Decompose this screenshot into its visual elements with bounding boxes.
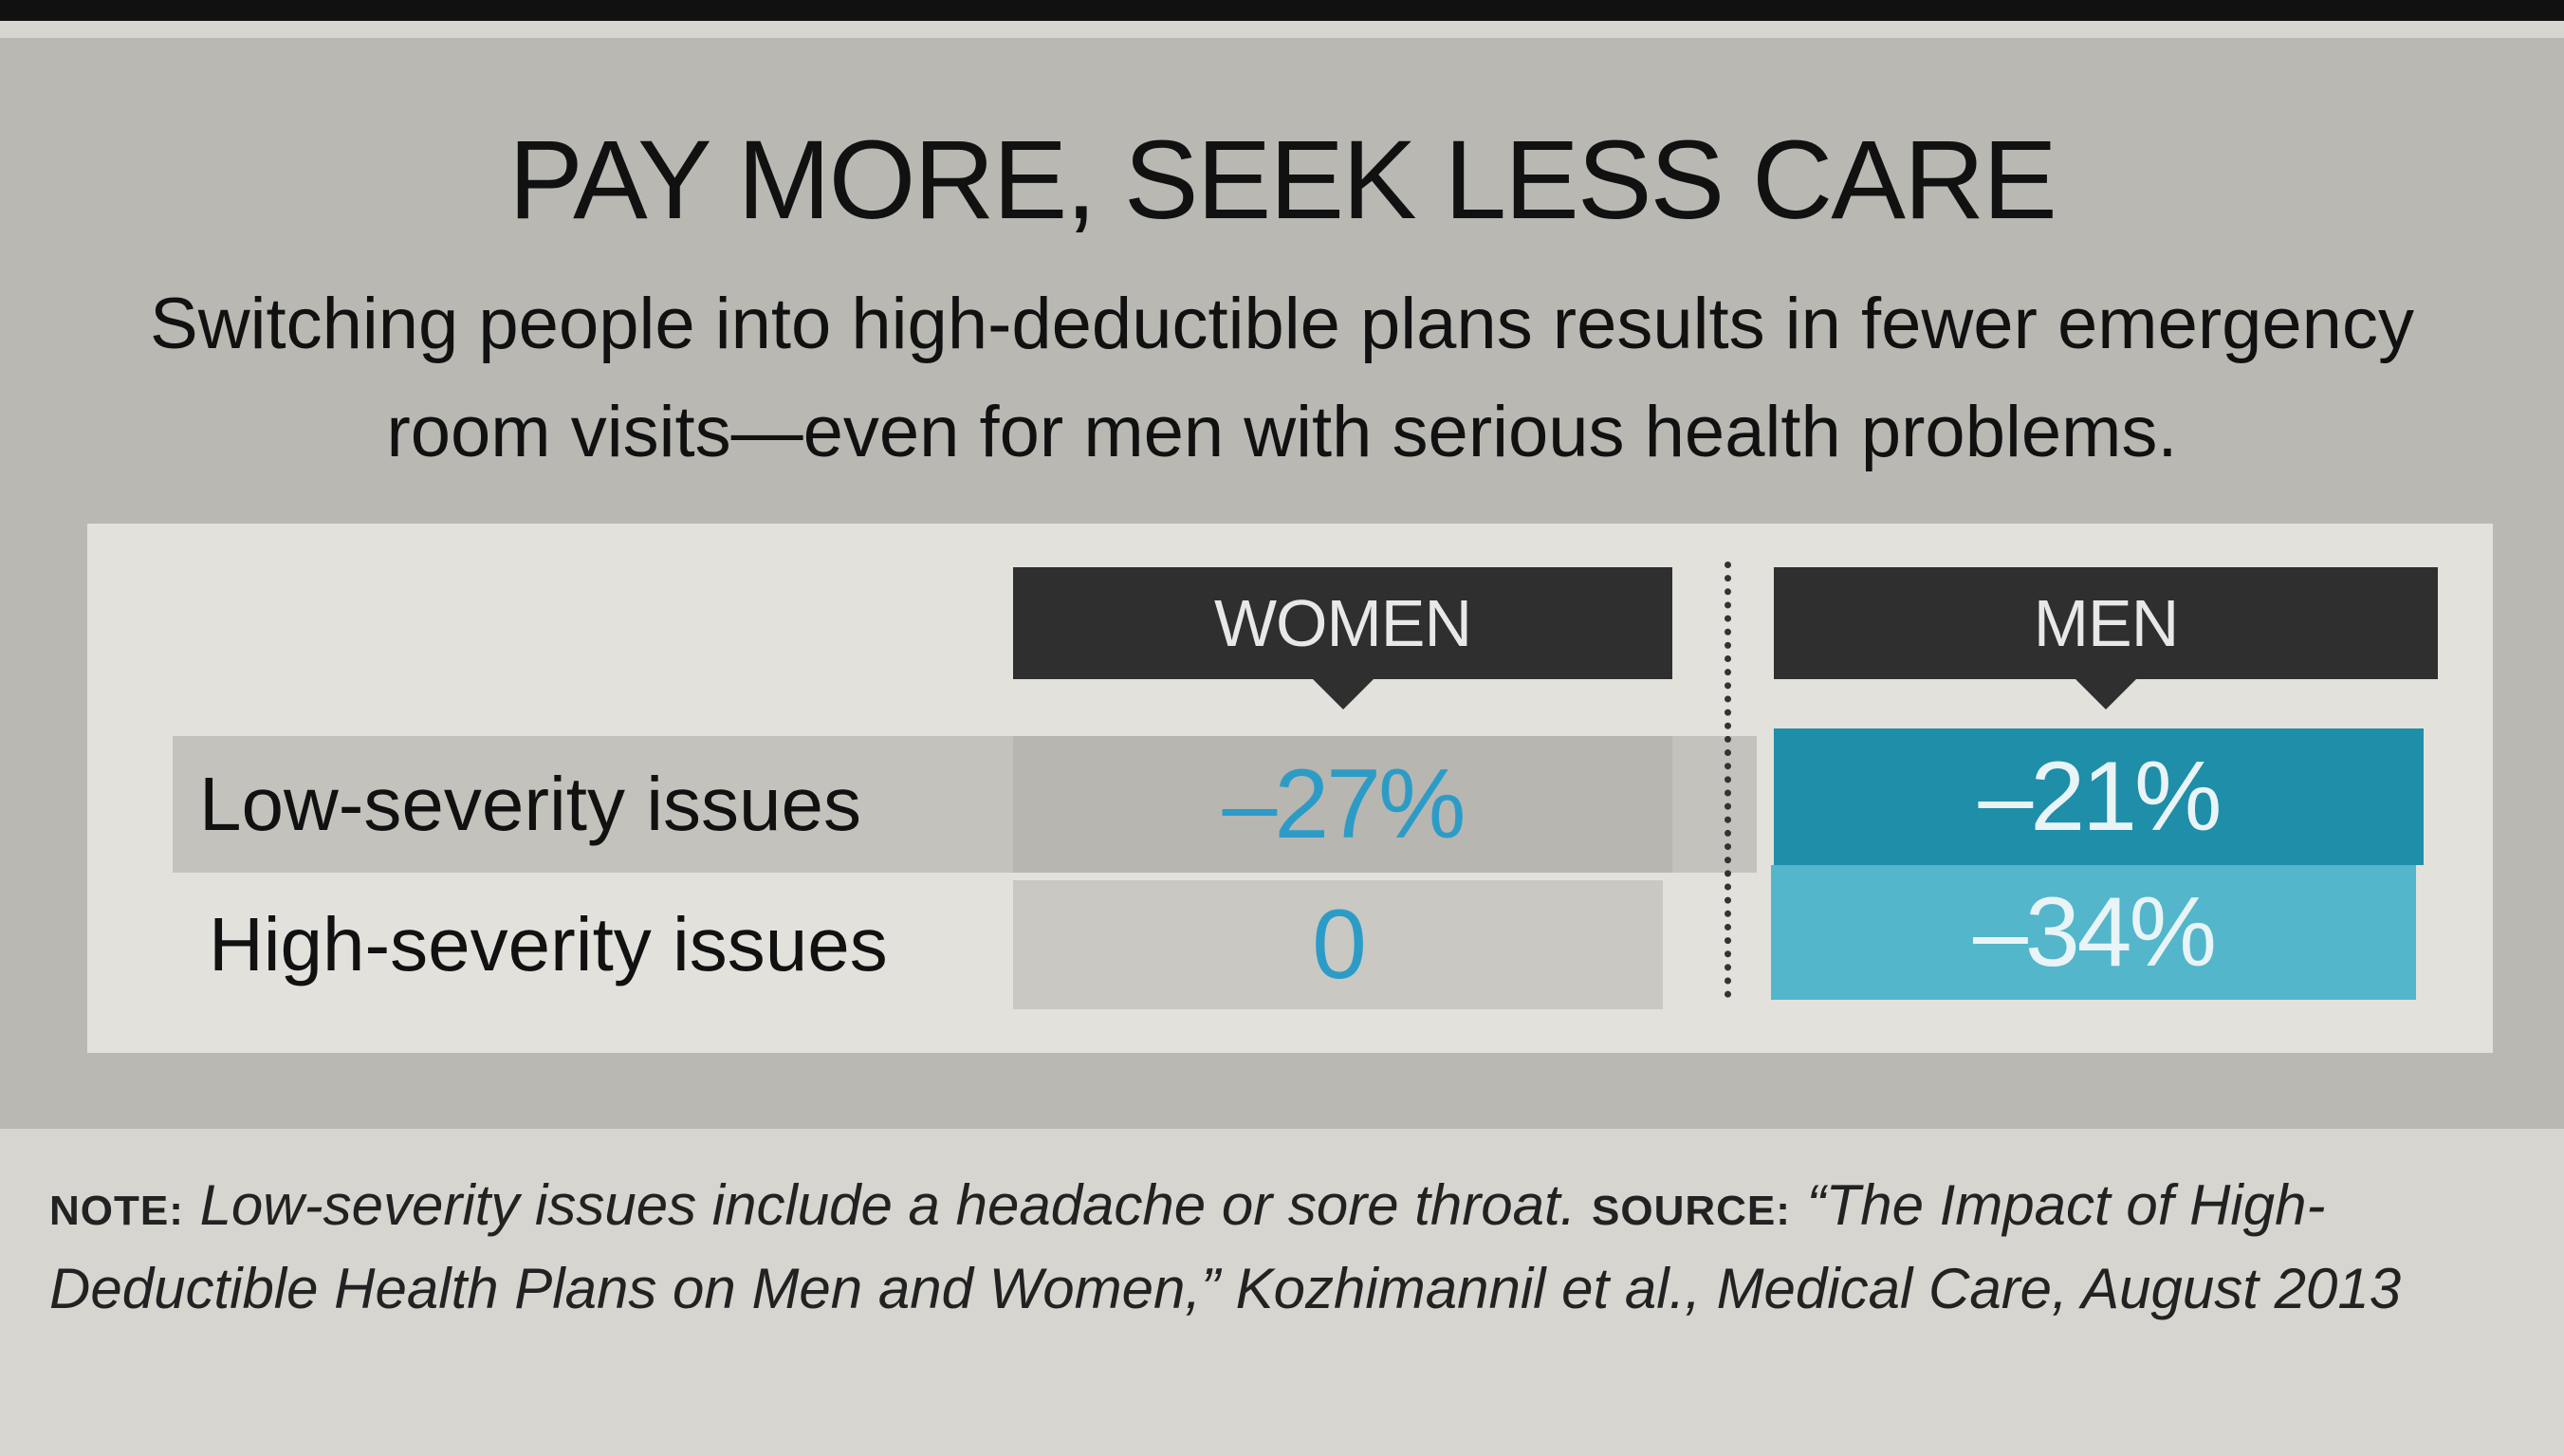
data-table: WOMEN MEN Low-severity issues –27% –21% … — [87, 524, 2493, 1053]
top-border — [0, 0, 2564, 21]
pointer-icon — [2075, 679, 2136, 710]
chart-title: PAY MORE, SEEK LESS CARE — [508, 118, 2057, 243]
note-label: NOTE: — [49, 1188, 184, 1234]
cell-women-low: –27% — [1013, 736, 1672, 873]
footnote: NOTE: Low-severity issues include a head… — [49, 1167, 2516, 1328]
pointer-icon — [1312, 679, 1374, 710]
chart-subtitle: Switching people into high-deductible pl… — [150, 284, 2414, 472]
column-header-men: MEN — [1774, 567, 2438, 710]
row-label-high: High-severity issues — [209, 902, 888, 986]
source-text: “The Impact of High-Deductible Health Pl… — [49, 1173, 2402, 1320]
cell-men-low: –21% — [1774, 728, 2424, 865]
cell-women-high: 0 — [1013, 880, 1663, 1009]
column-header-women: WOMEN — [1013, 567, 1672, 710]
column-header-men-label: MEN — [2033, 586, 2180, 660]
cell-men-high: –34% — [1771, 865, 2416, 1000]
column-header-women-label: WOMEN — [1213, 586, 1472, 660]
source-label: SOURCE: — [1592, 1188, 1791, 1234]
note-text: Low-severity issues include a headache o… — [199, 1173, 1577, 1237]
row-label-low: Low-severity issues — [199, 762, 862, 846]
column-divider — [1725, 562, 1731, 998]
